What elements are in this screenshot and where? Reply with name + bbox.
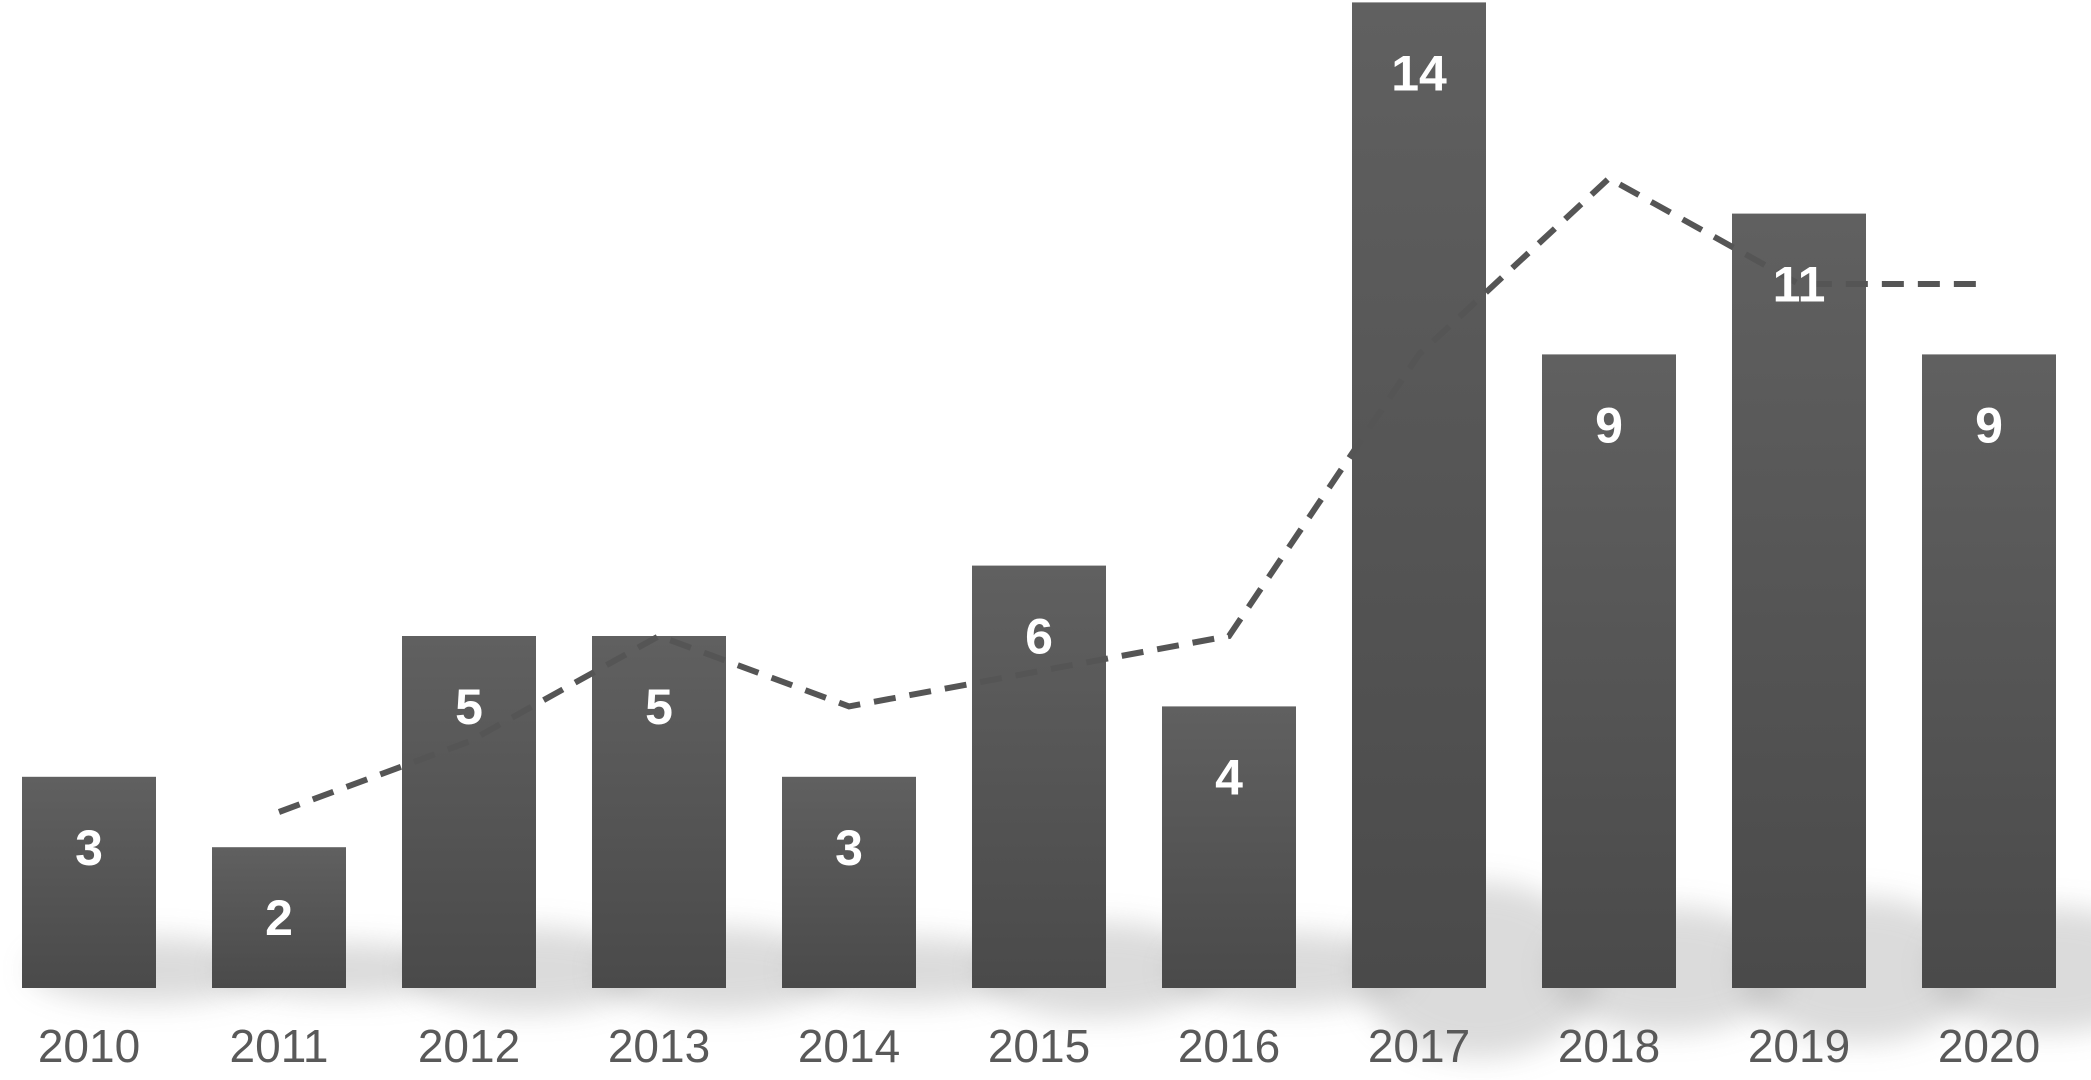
bar-2016 — [1162, 706, 1296, 988]
bar-2012 — [402, 636, 536, 988]
bar-2019 — [1732, 213, 1866, 989]
bar-2010 — [22, 776, 156, 988]
data-label-2016: 4 — [1215, 749, 1243, 805]
bar-2013 — [592, 636, 726, 988]
data-label-2014: 3 — [835, 820, 863, 876]
bar-2015 — [972, 565, 1106, 988]
bar-2020 — [1922, 354, 2056, 988]
x-tick-label: 2012 — [418, 1020, 520, 1072]
trend-line-group — [277, 174, 1989, 815]
x-tick-label: 2014 — [798, 1020, 900, 1072]
data-label-2011: 2 — [265, 890, 293, 946]
x-axis-ticks: 2010 2011 2012 2013 2014 2015 2016 2017 2018 2019… — [38, 1020, 2040, 1072]
x-tick-label: 2011 — [230, 1020, 329, 1072]
data-label-2019: 11 — [1773, 257, 1826, 313]
data-label-2017: 14 — [1391, 45, 1447, 101]
x-tick-label: 2018 — [1558, 1020, 1660, 1072]
data-label-2020: 9 — [1975, 397, 2003, 453]
data-labels: 3 2 5 5 3 6 4 14 9 11 9 — [75, 45, 2003, 946]
data-label-2012: 5 — [455, 679, 483, 735]
bar-2014 — [782, 776, 916, 988]
x-tick-label: 2019 — [1748, 1020, 1850, 1072]
data-label-2018: 9 — [1595, 397, 1623, 453]
x-tick-label: 2015 — [988, 1020, 1090, 1072]
x-tick-label: 2020 — [1938, 1020, 2040, 1072]
bars — [22, 2, 2056, 989]
bar-2017 — [1352, 2, 1486, 988]
data-label-2013: 5 — [645, 679, 673, 735]
x-tick-label: 2017 — [1368, 1020, 1470, 1072]
data-label-2015: 6 — [1025, 609, 1053, 665]
x-tick-label: 2010 — [38, 1020, 140, 1072]
data-label-2010: 3 — [75, 820, 103, 876]
bar-2011 — [212, 847, 346, 988]
x-tick-label: 2016 — [1178, 1020, 1280, 1072]
bar-2018 — [1542, 354, 1676, 988]
trend-line — [277, 174, 1989, 815]
x-tick-label: 2013 — [608, 1020, 710, 1072]
